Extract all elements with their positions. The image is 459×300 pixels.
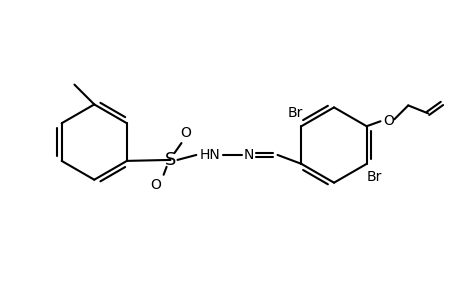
- Text: O: O: [150, 178, 161, 192]
- Text: Br: Br: [366, 170, 381, 184]
- Text: N: N: [243, 148, 253, 162]
- Text: O: O: [179, 126, 190, 140]
- Text: S: S: [164, 151, 176, 169]
- Text: Br: Br: [287, 106, 302, 120]
- Text: HN: HN: [199, 148, 220, 162]
- Text: O: O: [382, 114, 393, 128]
